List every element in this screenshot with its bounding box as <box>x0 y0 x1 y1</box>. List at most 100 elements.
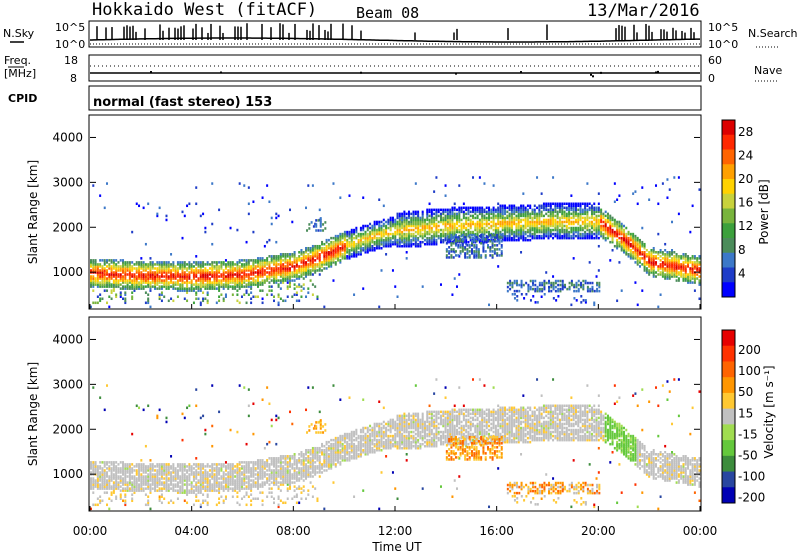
power-cell <box>446 208 449 212</box>
power-cell <box>481 206 484 210</box>
power-cell <box>648 273 651 276</box>
power-cell <box>618 226 621 230</box>
velocity-cell <box>224 483 227 486</box>
power-cell <box>172 299 175 303</box>
power-cell <box>620 246 623 250</box>
power-cell <box>577 228 580 232</box>
power-cell <box>410 240 413 244</box>
power-cell <box>323 267 326 270</box>
power-cell <box>552 297 555 300</box>
power-cell <box>183 271 186 274</box>
power-cell <box>151 275 154 278</box>
power-cell <box>289 285 292 288</box>
power-cell <box>625 234 628 238</box>
power-cell <box>202 297 205 301</box>
velocity-cell <box>122 489 125 492</box>
power-cell <box>428 242 431 246</box>
velocity-cell <box>190 491 193 494</box>
power-cell <box>529 230 532 234</box>
power-cell <box>414 244 417 248</box>
power-cell <box>124 279 127 282</box>
power-cell <box>513 210 516 214</box>
power-cell <box>577 214 580 218</box>
velocity-cell <box>99 499 102 503</box>
power-cell <box>491 244 494 247</box>
power-cell <box>380 226 383 230</box>
power-cell <box>513 232 516 236</box>
power-cell <box>696 261 699 264</box>
power-cell <box>147 267 150 270</box>
power-cell <box>277 283 280 286</box>
power-cell <box>586 214 589 218</box>
power-cell <box>174 269 177 272</box>
power-cell <box>186 269 189 272</box>
power-cell <box>373 246 376 250</box>
power-cell <box>618 222 621 226</box>
power-cell <box>366 236 369 240</box>
velocity-cell <box>174 473 177 476</box>
power-cell <box>639 257 641 260</box>
velocity-cell <box>92 479 95 482</box>
power-cell <box>613 224 616 228</box>
power-cell <box>289 277 292 280</box>
power-cell <box>540 220 543 224</box>
power-cell <box>478 230 481 234</box>
power-cell <box>579 232 582 236</box>
power-cell <box>382 234 385 238</box>
power-cell <box>549 206 552 210</box>
nave-tick-bottom: 0 <box>708 72 715 85</box>
power-cell <box>448 246 451 249</box>
velocity-cell <box>183 463 186 466</box>
power-cell <box>689 267 692 270</box>
power-cell <box>170 275 173 278</box>
power-cell <box>577 208 580 212</box>
velocity-cell <box>99 483 102 486</box>
power-cell <box>307 246 310 250</box>
power-cell <box>350 236 353 240</box>
power-cell <box>357 251 360 254</box>
power-cell <box>401 216 404 220</box>
power-cell <box>481 210 484 214</box>
power-cell <box>657 257 660 260</box>
power-cell <box>595 226 598 230</box>
power-cell <box>156 279 159 282</box>
power-cell <box>158 275 161 278</box>
power-cell <box>250 271 253 274</box>
power-cell <box>213 273 216 276</box>
power-cell <box>289 259 292 262</box>
power-cell <box>591 287 594 291</box>
power-cell <box>421 222 424 226</box>
velocity-cell <box>206 483 209 486</box>
power-cell <box>494 236 497 240</box>
power-cell <box>550 285 553 289</box>
power-cell <box>545 208 548 212</box>
velocity-cell <box>220 487 223 490</box>
power-cell <box>616 232 619 236</box>
power-cell <box>176 271 179 274</box>
velocity-cell <box>179 491 182 494</box>
power-cell <box>195 263 198 266</box>
power-cell <box>689 281 692 284</box>
power-cell <box>552 236 555 240</box>
power-cell <box>491 235 494 239</box>
velocity-cell <box>176 481 179 484</box>
power-cell <box>289 271 292 274</box>
power-cell <box>215 301 218 305</box>
power-cell <box>396 232 399 236</box>
power-cell <box>508 232 511 236</box>
power-cell <box>460 218 463 222</box>
power-cell <box>485 240 488 244</box>
power-cell <box>341 236 344 240</box>
power-cell <box>417 226 420 230</box>
power-cell <box>472 232 475 236</box>
power-cell <box>504 204 507 208</box>
power-cell <box>506 214 509 218</box>
power-cell <box>279 269 282 272</box>
power-cell <box>524 236 527 240</box>
velocity-cell <box>224 481 227 484</box>
power-cell <box>398 238 401 242</box>
power-cell <box>561 206 564 210</box>
power-cell <box>472 214 475 218</box>
power-cell <box>595 208 598 212</box>
power-cell <box>498 254 501 257</box>
